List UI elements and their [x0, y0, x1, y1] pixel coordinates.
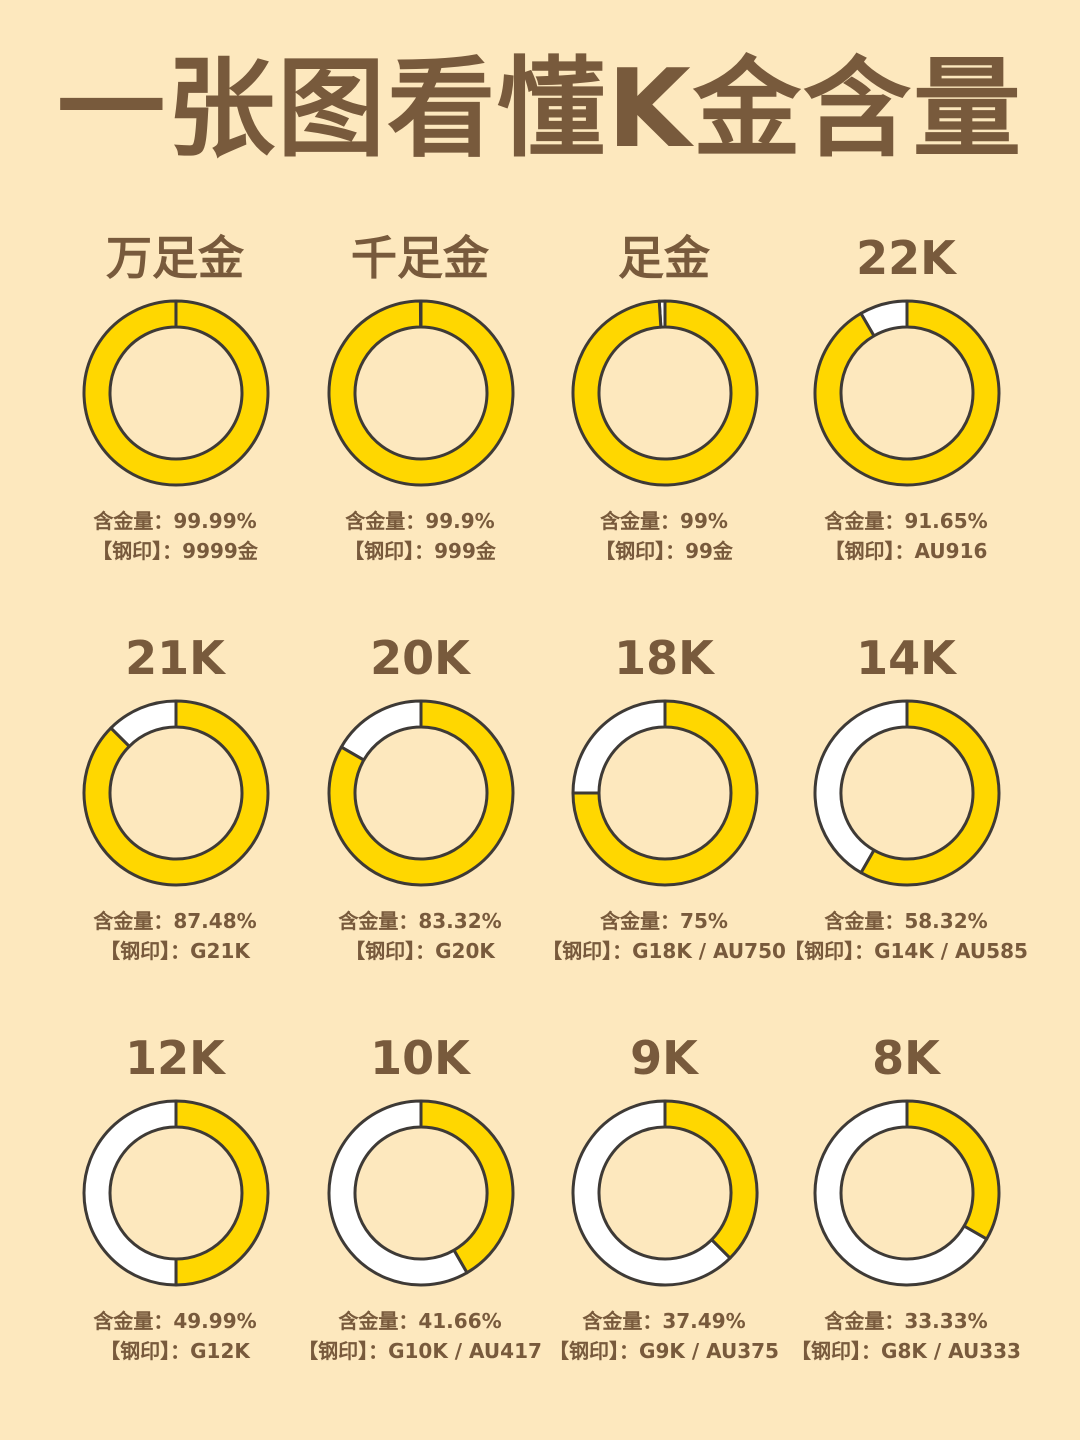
page-title: 一张图看懂K金含量: [57, 47, 1023, 172]
gold-content-slice: [663, 1099, 759, 1260]
chart-title: 18K: [614, 631, 714, 685]
gold-content-slice: [327, 299, 515, 487]
stamp-label: 【钢印】：G12K: [100, 1339, 250, 1363]
gold-content-label: 含金量：58.32%: [824, 909, 988, 933]
stamp-label: 【钢印】：G18K / AU750: [542, 939, 786, 963]
chart-card: 12K 含金量：49.99% 【钢印】：G12K: [45, 1028, 305, 1388]
gold-content-slice: [419, 1099, 515, 1275]
gold-content-slice: [82, 299, 270, 487]
gold-content-label: 含金量：99.9%: [345, 509, 495, 533]
donut-chart: [813, 299, 1001, 487]
gold-content-label: 含金量：75%: [600, 909, 728, 933]
chart-card: 18K 含金量：75% 【钢印】：G18K / AU750: [534, 628, 794, 988]
stamp-label: 【钢印】：G21K: [100, 939, 250, 963]
gold-content-slice: [813, 299, 1001, 487]
stamp-label: 【钢印】：999金: [344, 539, 496, 563]
chart-title: 足金: [618, 231, 710, 285]
remainder-slice: [82, 1099, 178, 1287]
chart-title: 9K: [630, 1031, 698, 1085]
chart-title: 万足金: [106, 231, 244, 285]
donut-chart: [571, 699, 759, 887]
stamp-label: 【钢印】：G10K / AU417: [298, 1339, 542, 1363]
chart-title: 22K: [856, 231, 956, 285]
donut-chart: [813, 699, 1001, 887]
chart-card: 22K 含金量：91.65% 【钢印】：AU916: [776, 228, 1036, 588]
chart-title: 21K: [125, 631, 225, 685]
chart-card: 21K 含金量：87.48% 【钢印】：G21K: [45, 628, 305, 988]
chart-card: 9K 含金量：37.49% 【钢印】：G9K / AU375: [534, 1028, 794, 1388]
stamp-label: 【钢印】：G20K: [345, 939, 495, 963]
gold-content-label: 含金量：99%: [600, 509, 728, 533]
gold-content-label: 含金量：99.99%: [93, 509, 257, 533]
gold-content-label: 含金量：87.48%: [93, 909, 257, 933]
gold-content-slice: [859, 699, 1001, 887]
gold-content-label: 含金量：49.99%: [93, 1309, 257, 1333]
chart-card: 14K 含金量：58.32% 【钢印】：G14K / AU585: [776, 628, 1036, 988]
chart-card: 8K 含金量：33.33% 【钢印】：G8K / AU333: [776, 1028, 1036, 1388]
gold-content-slice: [327, 699, 515, 887]
donut-chart: [571, 1099, 759, 1287]
gold-content-label: 含金量：91.65%: [824, 509, 988, 533]
remainder-slice: [571, 1099, 732, 1287]
gold-content-slice: [571, 299, 759, 487]
donut-chart: [571, 299, 759, 487]
chart-title: 千足金: [351, 231, 489, 285]
donut-chart: [327, 299, 515, 487]
chart-title: 8K: [872, 1031, 940, 1085]
donut-chart: [82, 699, 270, 887]
chart-card: 万足金含金量：99.99% 【钢印】：9999金: [45, 228, 305, 588]
donut-chart: [327, 1099, 515, 1287]
chart-card: 千足金含金量：99.9% 【钢印】：999金: [290, 228, 550, 588]
donut-chart: [82, 299, 270, 487]
donut-chart: [327, 699, 515, 887]
stamp-label: 【钢印】：99金: [595, 539, 733, 563]
gold-content-label: 含金量：33.33%: [824, 1309, 988, 1333]
stamp-label: 【钢印】：9999金: [92, 539, 258, 563]
chart-card: 20K 含金量：83.32% 【钢印】：G20K: [290, 628, 550, 988]
chart-title: 10K: [370, 1031, 470, 1085]
chart-title: 20K: [370, 631, 470, 685]
remainder-slice: [813, 699, 909, 875]
gold-content-slice: [905, 1099, 1001, 1241]
stamp-label: 【钢印】：G8K / AU333: [791, 1339, 1021, 1363]
donut-chart: [813, 1099, 1001, 1287]
chart-title: 12K: [125, 1031, 225, 1085]
remainder-slice: [327, 1099, 469, 1287]
remainder-slice: [813, 1099, 989, 1287]
chart-title: 14K: [856, 631, 956, 685]
stamp-label: 【钢印】：G9K / AU375: [549, 1339, 779, 1363]
stamp-label: 【钢印】：AU916: [824, 539, 988, 563]
gold-content-label: 含金量：41.66%: [338, 1309, 502, 1333]
gold-content-slice: [571, 699, 759, 887]
gold-content-slice: [174, 1099, 270, 1287]
remainder-slice: [339, 699, 423, 762]
gold-content-label: 含金量：83.32%: [338, 909, 502, 933]
donut-chart: [82, 1099, 270, 1287]
chart-card: 足金含金量：99% 【钢印】：99金: [534, 228, 794, 588]
stamp-label: 【钢印】：G14K / AU585: [784, 939, 1028, 963]
chart-card: 10K 含金量：41.66% 【钢印】：G10K / AU417: [290, 1028, 550, 1388]
remainder-slice: [571, 699, 667, 795]
gold-content-label: 含金量：37.49%: [582, 1309, 746, 1333]
gold-content-slice: [82, 699, 270, 887]
